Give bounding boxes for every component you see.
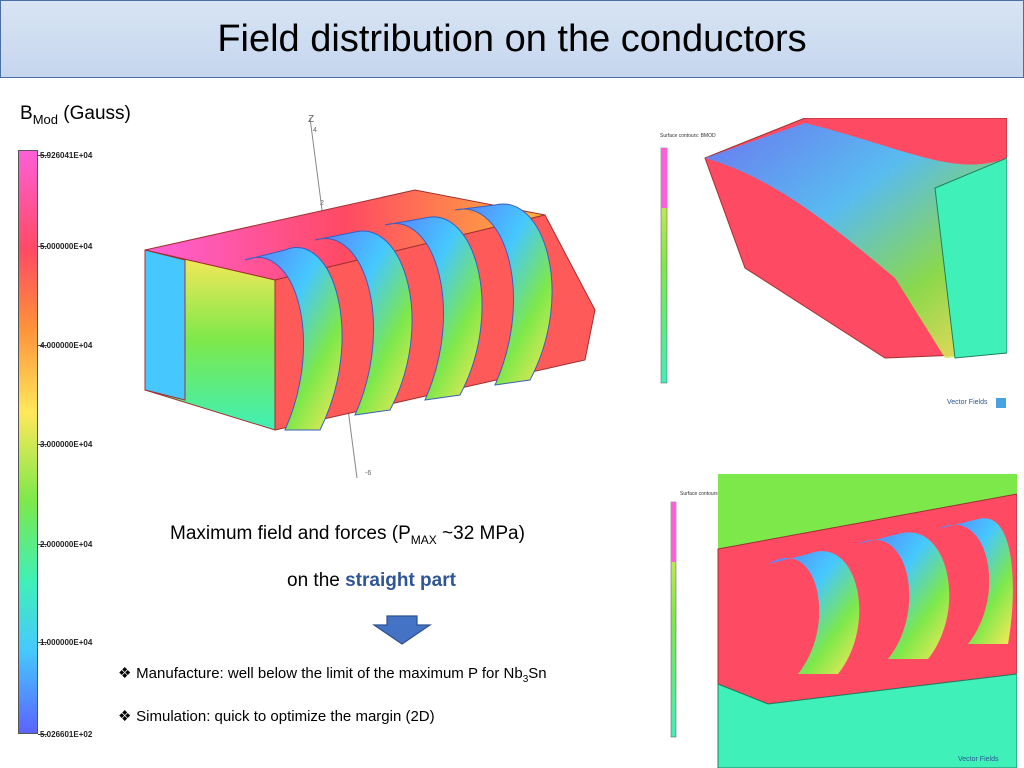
scale-tick-mark (38, 544, 48, 545)
axis-z-label: Z (308, 114, 314, 125)
max-field-prefix: Maximum field and forces (P (170, 523, 411, 544)
brand-label: Vector Fields (947, 399, 988, 406)
axis-tick: 4 (313, 127, 317, 134)
straight-part-text: on the straight part (287, 570, 456, 592)
bullet-suffix: Sn (528, 665, 547, 682)
scale-tick-label: 5.026601E+02 (40, 730, 93, 739)
bullet-simulation: ❖ Simulation: quick to optimize the marg… (118, 707, 435, 725)
inset-caption: Surface contours: BMOD (660, 133, 716, 139)
slide-title: Field distribution on the conductors (217, 17, 807, 60)
bullet-text: Simulation: quick to optimize the margin… (136, 708, 435, 725)
scale-tick-label: 4.000000E+04 (40, 341, 93, 350)
max-field-suffix: ~32 MPa) (436, 523, 525, 544)
scale-tick-mark (38, 155, 48, 156)
scale-tick-label: 5.000000E+04 (40, 242, 93, 251)
scale-tick-mark (38, 642, 48, 643)
scale-tick-mark (38, 734, 48, 735)
straight-part-prefix: on the (287, 570, 346, 591)
legend-title: BMod (Gauss) (20, 103, 131, 127)
legend-unit: (Gauss) (63, 103, 131, 124)
max-field-text: Maximum field and forces (PMAX ~32 MPa) (170, 523, 525, 547)
axis-tick: -6 (365, 470, 371, 477)
down-arrow-icon (372, 615, 432, 645)
scale-tick-mark (38, 444, 48, 445)
legend-b: B (20, 103, 33, 124)
scale-tick-label: 3.000000E+04 (40, 440, 93, 449)
scale-tick-label: 5.926041E+04 (40, 151, 93, 160)
bullet-diamond-icon: ❖ (118, 665, 132, 682)
bullet-diamond-icon: ❖ (118, 708, 132, 725)
bullet-text: Manufacture: well below the limit of the… (136, 665, 523, 682)
brand-logo-icon (996, 398, 1006, 408)
brand-label: Vector Fields (958, 756, 999, 763)
axis-tick: 2 (320, 200, 324, 207)
legend-sub: Mod (32, 111, 58, 127)
scale-tick-label: 1.000000E+04 (40, 638, 93, 647)
coil-inset-top-image: Surface contours: BMOD Vector Fields (655, 118, 1007, 413)
color-scale-bar (18, 150, 38, 734)
bullet-sub: 3 (522, 674, 529, 685)
inset-caption: Surface contours: BMOD (680, 491, 736, 497)
scale-tick-mark (38, 345, 48, 346)
coil-inset-bottom-image: Surface contours: BMOD Vector Fields (668, 474, 1017, 768)
scale-tick-label: 2.000000E+04 (40, 540, 93, 549)
scale-tick-mark (38, 246, 48, 247)
straight-part-emphasis: straight part (345, 570, 456, 591)
title-bar: Field distribution on the conductors (0, 0, 1024, 78)
coil-3d-image: Z 2 4 -6 (144, 114, 596, 479)
max-field-sub: MAX (410, 532, 437, 547)
bullet-manufacture: ❖ Manufacture: well below the limit of t… (118, 664, 547, 685)
